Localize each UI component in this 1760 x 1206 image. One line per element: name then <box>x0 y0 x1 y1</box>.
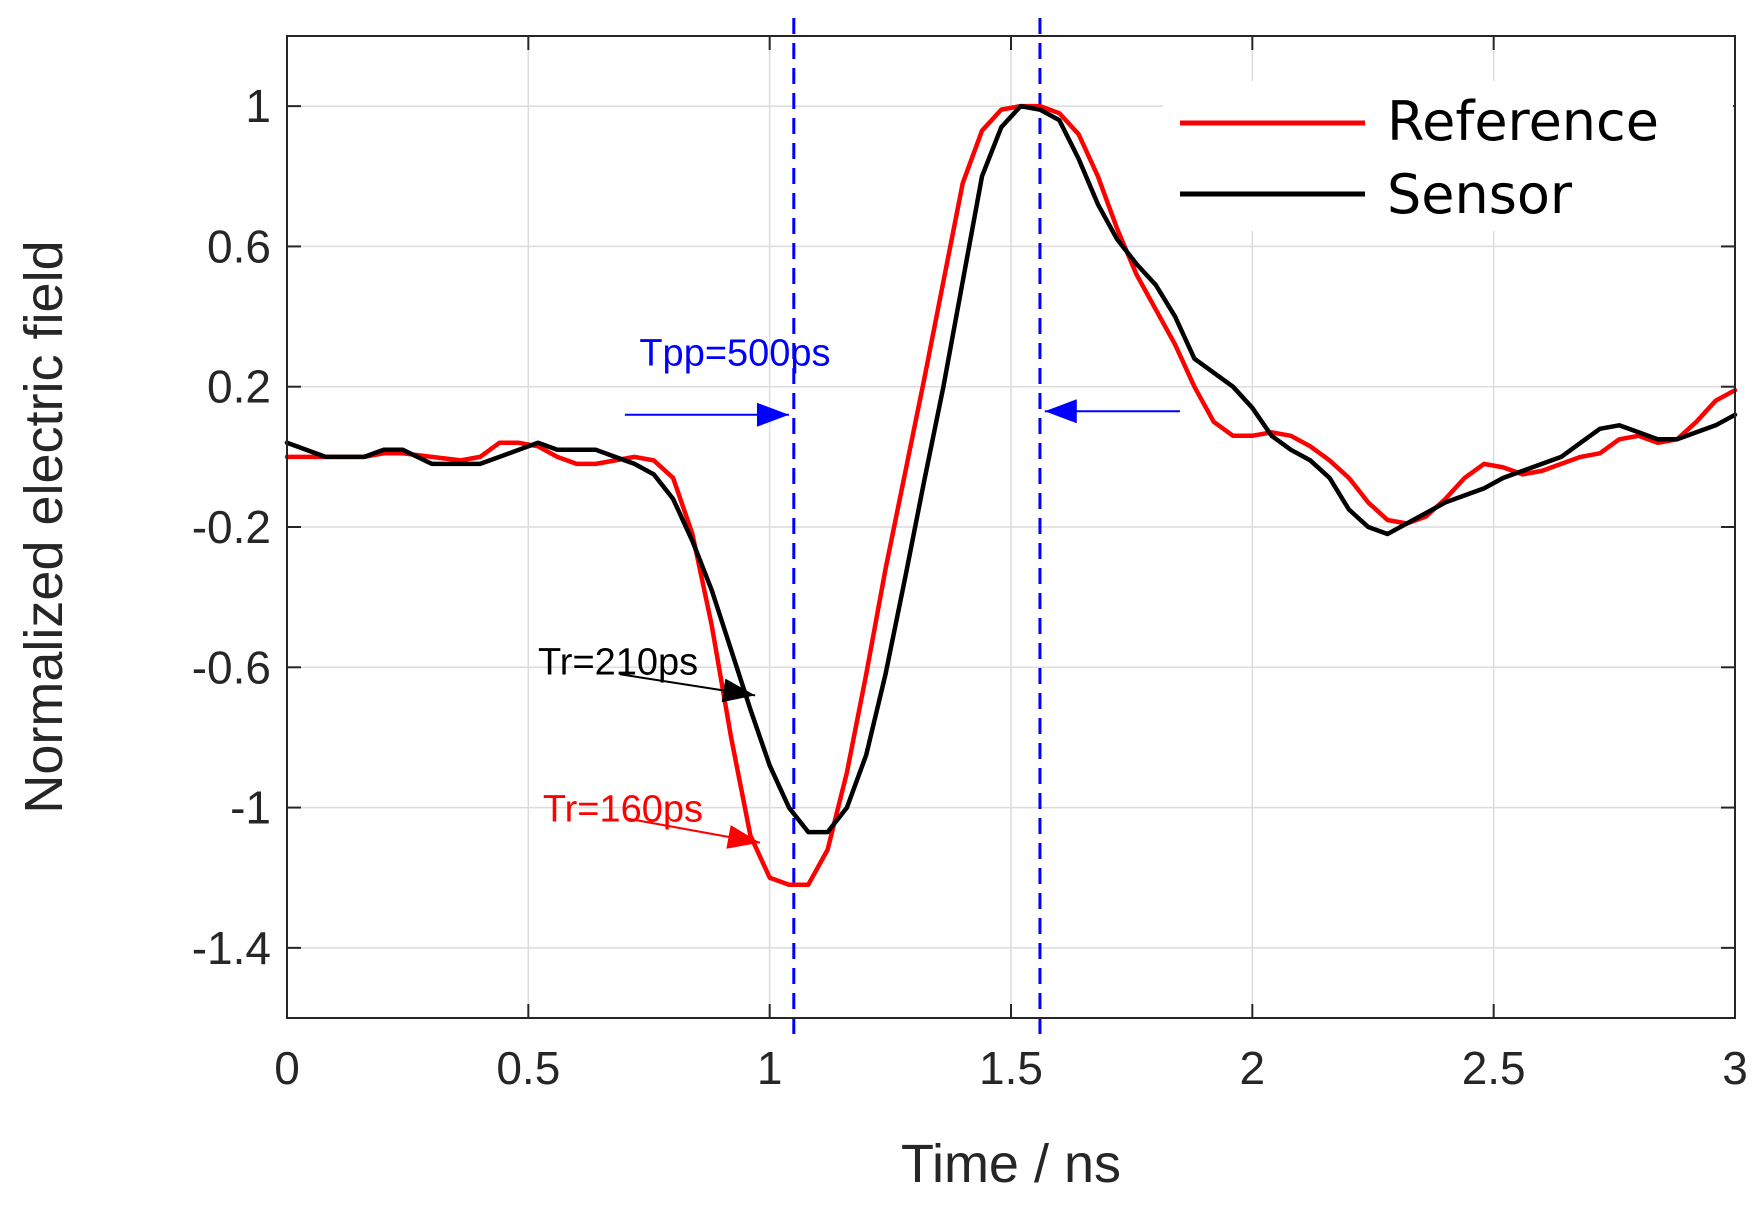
legend: Reference Sensor <box>1163 81 1733 231</box>
ticks <box>286 36 1736 1018</box>
legend-label-reference: Reference <box>1387 90 1659 153</box>
y-tick-label: -1.4 <box>192 922 271 974</box>
legend-box <box>1163 81 1733 231</box>
y-tick-label: 0.2 <box>207 361 271 413</box>
annotation-arrowhead-3 <box>726 825 761 849</box>
x-tick-label: 1.5 <box>979 1042 1043 1094</box>
annotation-arrowhead-0 <box>756 402 789 427</box>
y-tick-label: -0.2 <box>192 501 271 553</box>
annotations: Tpp=500ps Tr=210ps Tr=160ps <box>538 333 1180 849</box>
annotation-label-3: Tr=160ps <box>543 789 703 831</box>
x-axis-label: Time / ns <box>901 1134 1121 1194</box>
annotation-label-0: Tpp=500ps <box>639 333 830 375</box>
annotation-arrowhead-2 <box>721 678 756 703</box>
x-tick-label: 2.5 <box>1462 1042 1526 1094</box>
tick-labels: 0 0.5 1 1.5 2 2.5 3 1 0.6 0.2 -0.2 -0.6 -1 -1.4 <box>192 80 1748 1094</box>
legend-label-sensor: Sensor <box>1387 163 1573 226</box>
x-tick-label: 0.5 <box>496 1042 560 1094</box>
x-tick-label: 2 <box>1240 1042 1266 1094</box>
annotation-label-2: Tr=210ps <box>538 641 698 683</box>
series-line-reference <box>284 103 1738 887</box>
reference-lines <box>792 18 1042 1040</box>
series-line-sensor <box>284 103 1738 835</box>
series-group <box>284 103 1738 887</box>
annotation-arrowhead-1 <box>1044 399 1077 424</box>
y-tick-label: 0.6 <box>207 220 271 272</box>
y-tick-label: 1 <box>245 80 271 132</box>
y-tick-label: -1 <box>230 782 271 834</box>
x-tick-label: 3 <box>1722 1042 1748 1094</box>
y-axis-label: Normalized electric field <box>14 240 74 813</box>
y-tick-label: -0.6 <box>192 641 271 693</box>
x-tick-label: 1 <box>757 1042 783 1094</box>
x-tick-label: 0 <box>274 1042 300 1094</box>
